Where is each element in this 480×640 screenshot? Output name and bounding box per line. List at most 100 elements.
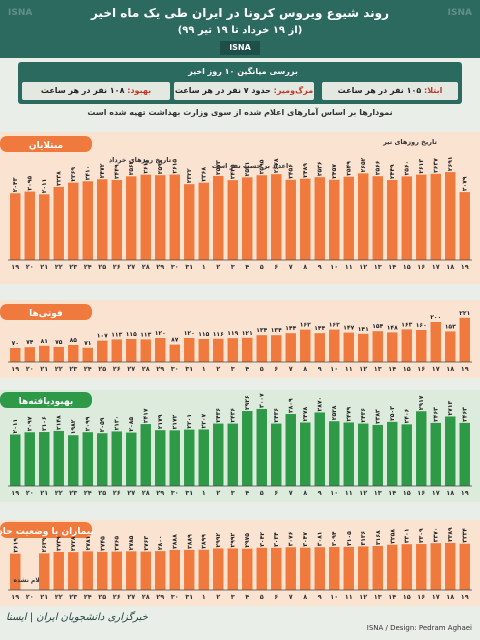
infected-bar xyxy=(155,175,166,260)
infected-value-label: ۲۰۴۳ xyxy=(12,177,19,192)
recovered-bar xyxy=(53,430,64,486)
critical-value-label: ۳۰۷۶ xyxy=(288,531,295,546)
deaths-value-label: ۱۱۹ xyxy=(227,330,238,337)
deaths-tick-label: ۸ xyxy=(303,365,307,373)
critical-value-label: ۳۳۰۱ xyxy=(404,528,411,543)
infected-value-label: ۲۴۵۷ xyxy=(331,164,338,179)
recovered-background xyxy=(0,390,480,502)
recovered-value-label: ۲۱۳۰ xyxy=(114,416,121,431)
recovered-title: بهبودیافته‌ها xyxy=(19,397,74,407)
recovered-tick-label: ۴ xyxy=(245,489,249,497)
recovered-bar xyxy=(68,435,79,486)
infected-value-label: ۲۴۴۹ xyxy=(114,164,121,179)
recovered-title-tab xyxy=(0,392,92,408)
deaths-value-label: ۱۴۴ xyxy=(285,325,296,332)
critical-bar xyxy=(184,549,195,590)
critical-tick-label: ۱۹ xyxy=(11,593,19,601)
recovered-tick-label: ۲۰ xyxy=(26,489,34,497)
infected-value-label: ۲۳۶۹ xyxy=(70,167,77,182)
infected-tick-label: ۱۴ xyxy=(388,263,396,271)
deaths-tick-label: ۲۹ xyxy=(156,365,164,373)
deaths-value-label: ۱۲۰ xyxy=(184,330,195,337)
infected-value-label: ۲۶۲۸ xyxy=(273,158,280,173)
recovered-value-label: ۲۰۵۹ xyxy=(99,417,106,432)
death-rate: مرگ‌ومیر: حدود ۷ نفر در هر ساعت xyxy=(174,82,314,100)
deaths-bar xyxy=(227,338,238,362)
recovered-bar xyxy=(285,414,296,486)
recovered-bar xyxy=(314,412,325,486)
critical-tick-label: ۲ xyxy=(216,593,220,601)
critical-tick-label: ۱۱ xyxy=(345,593,353,601)
critical-value-label: ۳۰۸۱ xyxy=(317,532,324,547)
critical-bar xyxy=(155,551,166,590)
critical-tick-label: ۱۵ xyxy=(403,593,411,601)
infected-value-label: ۲۴۴۹ xyxy=(389,164,396,179)
infected-value-label: ۲۰۷۹ xyxy=(462,176,469,191)
deaths-bar xyxy=(372,331,383,362)
recovered-tick-label: ۲۸ xyxy=(142,489,150,497)
critical-tick-label: ۶ xyxy=(274,593,278,601)
critical-bar xyxy=(401,544,412,590)
infected-tick-label: ۲۶ xyxy=(113,263,121,271)
recovered-value-label: ۲۹۲۶ xyxy=(244,395,251,410)
critical-tick-label: ۴ xyxy=(245,593,249,601)
recovered-value-label: ۲۹۱۷ xyxy=(418,395,425,410)
deaths-value-label: ۱۳۴ xyxy=(256,327,267,334)
deaths-tick-label: ۱۵ xyxy=(403,365,411,373)
recovered-value-label: ۲۴۶۳ xyxy=(433,407,440,422)
recovered-value-label: ۲۵۰۳ xyxy=(389,406,396,421)
recovered-tick-label: ۸ xyxy=(303,489,307,497)
infected-value-label: ۲۵۶۶ xyxy=(375,160,382,175)
recovered-tick-label: ۱۸ xyxy=(446,489,454,497)
recovered-bar xyxy=(387,421,398,486)
recovered-tick-label: ۱۹ xyxy=(11,489,19,497)
deaths-bar xyxy=(401,329,412,362)
critical-value-label: ۳۳۸۹ xyxy=(447,527,454,542)
critical-tick-label: ۳ xyxy=(231,593,235,601)
critical-value-label: ۲۸۹۹ xyxy=(201,534,208,549)
recovery-value: ۱۰۸ نفر در هر ساعت xyxy=(40,86,125,95)
infected-value-label: ۲۵۳۱ xyxy=(244,162,251,177)
infected-value-label: ۲۶۵۲ xyxy=(360,157,367,172)
recovered-bar xyxy=(300,422,311,486)
deaths-bar xyxy=(314,333,325,362)
deaths-tick-label: ۱۹ xyxy=(461,365,469,373)
infected-tick-label: ۲۳ xyxy=(69,263,77,271)
deaths-value-label: ۷۴ xyxy=(26,339,34,346)
deaths-tick-label: ۱۶ xyxy=(417,365,425,373)
deaths-tick-label: ۲۲ xyxy=(55,365,63,373)
recovered-value-label: ۲۱۰۶ xyxy=(41,416,48,431)
infected-tick-label: ۱۹ xyxy=(11,263,19,271)
deaths-tick-label: ۱۷ xyxy=(432,365,440,373)
recovery-label: بهبود: xyxy=(127,86,152,95)
infection-rate: ابتلا: ۱۰۵ نفر در هر ساعت xyxy=(322,82,458,100)
recovered-tick-label: ۳۰ xyxy=(171,489,179,497)
infected-value-label: ۲۶۱۵ xyxy=(172,159,179,174)
design-credit: ISNA / Design: Pedram Aghaei xyxy=(366,624,472,632)
recovered-value-label: ۲۸۰۹ xyxy=(288,398,295,413)
infected-value-label: ۲۶۳۷ xyxy=(433,158,440,173)
recovered-tick-label: ۱۱ xyxy=(345,489,353,497)
critical-bar xyxy=(10,553,21,590)
recovered-tick-label: ۱ xyxy=(202,489,206,497)
critical-bar xyxy=(314,547,325,590)
recovered-bar xyxy=(82,432,93,486)
infected-bar xyxy=(256,175,267,260)
recovered-tick-label: ۳ xyxy=(231,489,235,497)
deaths-bar xyxy=(111,339,122,362)
infected-bar xyxy=(111,179,122,260)
infected-value-label: ۲۵۳۶ xyxy=(317,161,324,176)
recovered-tick-label: ۲۴ xyxy=(84,489,92,497)
deaths-tick-label: ۱۱ xyxy=(345,365,353,373)
critical-tick-label: ۲۵ xyxy=(98,593,106,601)
infected-tick-label: ۲۲ xyxy=(55,263,63,271)
infected-bar xyxy=(300,178,311,260)
recovered-bar xyxy=(39,432,50,486)
isna-watermark-left: ISNA xyxy=(8,8,33,18)
critical-value-label: ۲۷۲۸ xyxy=(70,536,77,551)
critical-panel: بیماران با وضعیت حاد ۲۶۱۹ ۱۹ اعلام نشده ۲۰ ۲۶… xyxy=(0,520,480,606)
deaths-value-label: ۱۳۴ xyxy=(271,327,282,334)
deaths-value-label: ۱۴۸ xyxy=(387,324,398,331)
deaths-tick-label: ۱۴ xyxy=(388,365,396,373)
deaths-value-label: ۲۲۱ xyxy=(459,310,470,317)
